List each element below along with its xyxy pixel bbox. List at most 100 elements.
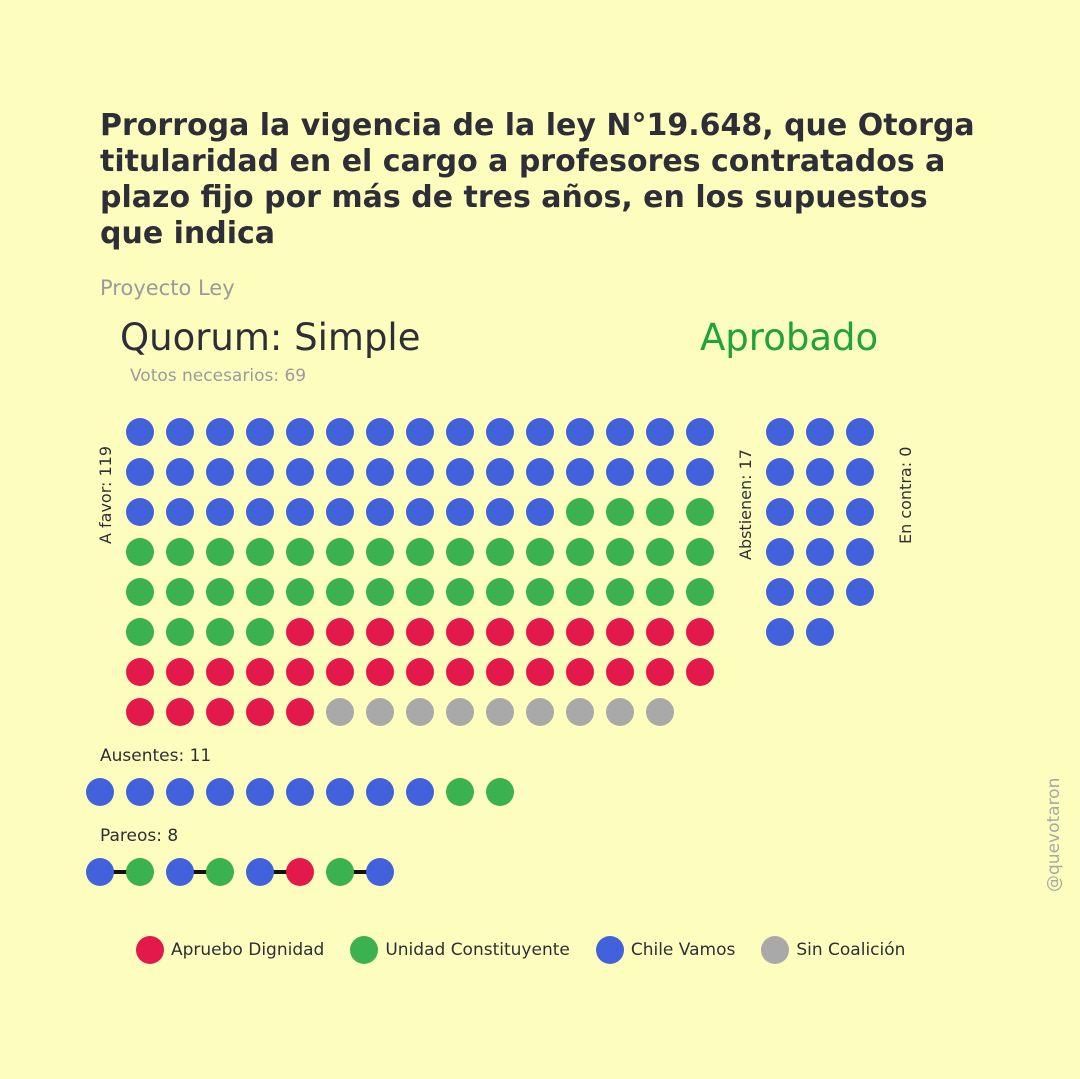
dot-a-favor bbox=[566, 578, 594, 606]
dot-abstienen bbox=[846, 418, 874, 446]
dot-a-favor bbox=[126, 618, 154, 646]
dot-ausente bbox=[326, 778, 354, 806]
dot-a-favor bbox=[206, 658, 234, 686]
dot-a-favor bbox=[166, 618, 194, 646]
dot-a-favor bbox=[286, 618, 314, 646]
dot-a-favor bbox=[326, 538, 354, 566]
legend-swatch-unidad bbox=[350, 936, 379, 964]
dot-a-favor bbox=[446, 578, 474, 606]
dot-a-favor bbox=[486, 658, 514, 686]
dot-a-favor bbox=[406, 658, 434, 686]
dot-a-favor bbox=[686, 578, 714, 606]
dot-abstienen bbox=[846, 538, 874, 566]
dot-a-favor bbox=[686, 418, 714, 446]
legend-swatch-chile bbox=[595, 936, 624, 964]
dot-a-favor bbox=[166, 458, 194, 486]
dot-abstienen bbox=[806, 418, 834, 446]
dot-a-favor bbox=[526, 538, 554, 566]
dot-a-favor bbox=[406, 498, 434, 526]
dot-a-favor bbox=[246, 418, 274, 446]
dot-a-favor bbox=[366, 538, 394, 566]
dot-pareo bbox=[286, 858, 314, 886]
dot-abstienen bbox=[846, 498, 874, 526]
dot-a-favor bbox=[206, 498, 234, 526]
chart-subtitle: Proyecto Ley bbox=[100, 276, 235, 300]
dot-a-favor bbox=[326, 418, 354, 446]
dot-a-favor bbox=[126, 698, 154, 726]
dot-a-favor bbox=[446, 458, 474, 486]
dot-pareo bbox=[126, 858, 154, 886]
dot-abstienen bbox=[766, 498, 794, 526]
dot-a-favor bbox=[126, 578, 154, 606]
dot-a-favor bbox=[286, 578, 314, 606]
dot-a-favor bbox=[566, 498, 594, 526]
dot-a-favor bbox=[566, 538, 594, 566]
dot-abstienen bbox=[806, 458, 834, 486]
dot-a-favor bbox=[246, 618, 274, 646]
dot-a-favor bbox=[206, 538, 234, 566]
dot-a-favor bbox=[406, 418, 434, 446]
dot-a-favor bbox=[286, 698, 314, 726]
dot-a-favor bbox=[206, 618, 234, 646]
dot-a-favor bbox=[486, 458, 514, 486]
dot-a-favor bbox=[126, 418, 154, 446]
dot-a-favor bbox=[606, 458, 634, 486]
dot-abstienen bbox=[766, 578, 794, 606]
dot-a-favor bbox=[566, 618, 594, 646]
dot-a-favor bbox=[566, 458, 594, 486]
dot-a-favor bbox=[486, 698, 514, 726]
dot-pareo bbox=[246, 858, 274, 886]
dot-a-favor bbox=[206, 418, 234, 446]
legend-swatch-apruebo bbox=[136, 936, 164, 964]
dot-a-favor bbox=[446, 698, 474, 726]
dot-ausente bbox=[166, 778, 194, 806]
dot-a-favor bbox=[606, 698, 634, 726]
dot-abstienen bbox=[766, 618, 794, 646]
dot-ausente bbox=[406, 778, 434, 806]
dot-a-favor bbox=[366, 578, 394, 606]
dot-a-favor bbox=[646, 578, 674, 606]
dot-ausente bbox=[366, 778, 394, 806]
dot-a-favor bbox=[646, 698, 674, 726]
dot-abstienen bbox=[806, 618, 834, 646]
dot-a-favor bbox=[606, 618, 634, 646]
dot-a-favor bbox=[166, 538, 194, 566]
dot-a-favor bbox=[686, 498, 714, 526]
dot-a-favor bbox=[446, 418, 474, 446]
dot-a-favor bbox=[526, 498, 554, 526]
dot-a-favor bbox=[326, 618, 354, 646]
dot-a-favor bbox=[366, 698, 394, 726]
result-label: Aprobado bbox=[700, 316, 879, 359]
dot-a-favor bbox=[646, 458, 674, 486]
dot-a-favor bbox=[246, 458, 274, 486]
dot-a-favor bbox=[326, 578, 354, 606]
dot-a-favor bbox=[446, 618, 474, 646]
dot-a-favor bbox=[606, 418, 634, 446]
dot-a-favor bbox=[166, 578, 194, 606]
dot-a-favor bbox=[166, 658, 194, 686]
dot-a-favor bbox=[286, 418, 314, 446]
dot-a-favor bbox=[246, 578, 274, 606]
dot-a-favor bbox=[126, 658, 154, 686]
dot-a-favor bbox=[286, 658, 314, 686]
dot-a-favor bbox=[686, 618, 714, 646]
dot-ausente bbox=[446, 778, 474, 806]
dot-a-favor bbox=[246, 498, 274, 526]
legend-swatch-sin bbox=[761, 936, 790, 964]
dot-a-favor bbox=[566, 418, 594, 446]
legend-label-unidad: Unidad Constituyente bbox=[385, 940, 570, 960]
dot-a-favor bbox=[566, 658, 594, 686]
dot-a-favor bbox=[486, 618, 514, 646]
dot-abstienen bbox=[766, 538, 794, 566]
dot-a-favor bbox=[646, 538, 674, 566]
watermark: @quevotaron bbox=[1044, 777, 1064, 892]
dot-a-favor bbox=[126, 458, 154, 486]
dot-a-favor bbox=[246, 698, 274, 726]
legend-item-sin: Sin Coalición bbox=[761, 936, 905, 964]
dot-a-favor bbox=[406, 618, 434, 646]
dot-a-favor bbox=[526, 418, 554, 446]
legend-label-sin: Sin Coalición bbox=[796, 940, 906, 960]
dot-abstienen bbox=[806, 538, 834, 566]
dot-a-favor bbox=[286, 538, 314, 566]
